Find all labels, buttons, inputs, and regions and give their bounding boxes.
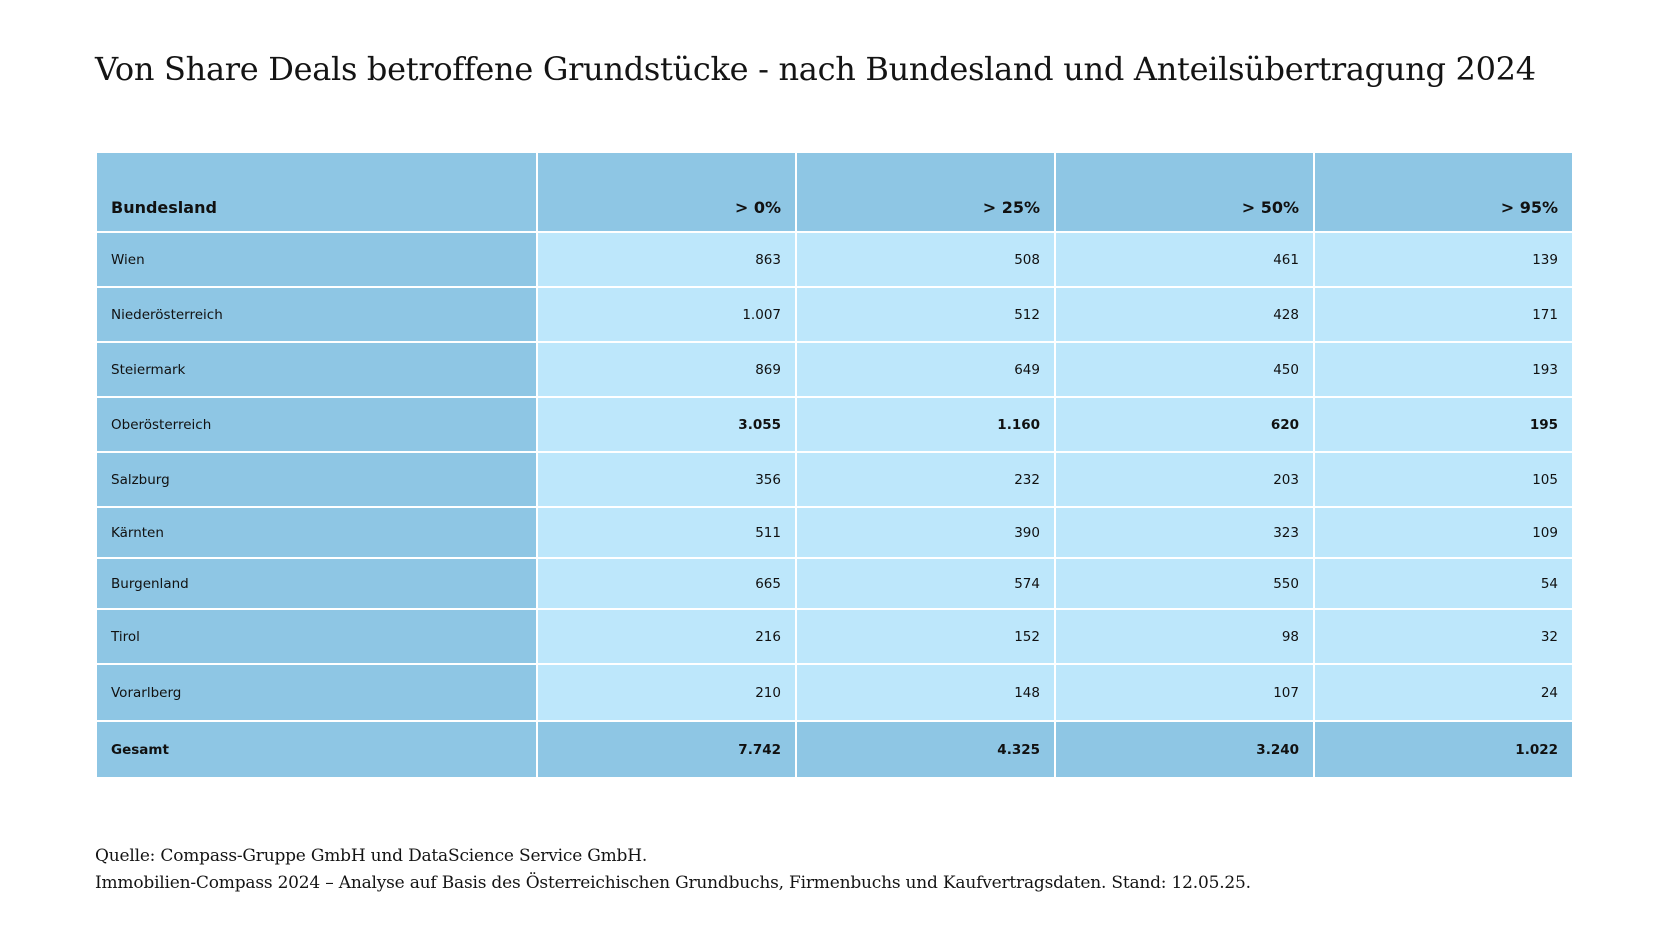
table-cell: 32 [1313, 608, 1574, 665]
table-cell: 24 [1313, 663, 1574, 722]
data-basis-note: Immobilien-Compass 2024 – Analyse auf Ba… [95, 873, 1251, 893]
table-cell: 171 [1313, 286, 1574, 343]
total-cell: 7.742 [536, 720, 797, 779]
table-cell: 1.160 [795, 396, 1056, 453]
row-label: Salzburg [95, 451, 538, 508]
row-label: Vorarlberg [95, 663, 538, 722]
table-row: Vorarlberg 210 148 107 24 [95, 663, 1574, 722]
row-label: Tirol [95, 608, 538, 665]
total-cell: 4.325 [795, 720, 1056, 779]
table-cell: 356 [536, 451, 797, 508]
table-row: Wien 863 508 461 139 [95, 231, 1574, 288]
column-header-gt-95: > 95% [1313, 151, 1574, 233]
row-label: Steiermark [95, 341, 538, 398]
total-label: Gesamt [95, 720, 538, 779]
column-header-bundesland: Bundesland [95, 151, 538, 233]
row-label: Niederösterreich [95, 286, 538, 343]
table-cell: 98 [1054, 608, 1315, 665]
table-cell: 148 [795, 663, 1056, 722]
table-cell: 574 [795, 557, 1056, 610]
table-cell: 512 [795, 286, 1056, 343]
table-cell: 195 [1313, 396, 1574, 453]
total-cell: 3.240 [1054, 720, 1315, 779]
table-cell: 869 [536, 341, 797, 398]
table-cell: 550 [1054, 557, 1315, 610]
footer: Quelle: Compass-Gruppe GmbH und DataScie… [95, 843, 1251, 897]
total-cell: 1.022 [1313, 720, 1574, 779]
row-label: Wien [95, 231, 538, 288]
share-deals-table: Bundesland > 0% > 25% > 50% > 95% Wien 8… [95, 151, 1574, 779]
table-cell: 216 [536, 608, 797, 665]
table-row: Tirol 216 152 98 32 [95, 608, 1574, 665]
table-row: Salzburg 356 232 203 105 [95, 451, 1574, 508]
table-cell: 323 [1054, 506, 1315, 559]
table-row: Steiermark 869 649 450 193 [95, 341, 1574, 398]
column-header-gt-0: > 0% [536, 151, 797, 233]
table-total-row: Gesamt 7.742 4.325 3.240 1.022 [95, 720, 1574, 779]
table-cell: 107 [1054, 663, 1315, 722]
table-cell: 152 [795, 608, 1056, 665]
table-cell: 863 [536, 231, 797, 288]
table-cell: 109 [1313, 506, 1574, 559]
table-header-row: Bundesland > 0% > 25% > 50% > 95% [95, 151, 1574, 233]
table-cell: 210 [536, 663, 797, 722]
table-cell: 511 [536, 506, 797, 559]
table-cell: 203 [1054, 451, 1315, 508]
table-cell: 139 [1313, 231, 1574, 288]
table-row: Oberösterreich 3.055 1.160 620 195 [95, 396, 1574, 453]
table-cell: 3.055 [536, 396, 797, 453]
column-header-gt-50: > 50% [1054, 151, 1315, 233]
table-cell: 665 [536, 557, 797, 610]
row-label: Kärnten [95, 506, 538, 559]
table-cell: 54 [1313, 557, 1574, 610]
table-cell: 461 [1054, 231, 1315, 288]
source-note: Quelle: Compass-Gruppe GmbH und DataScie… [95, 846, 648, 866]
table-cell: 1.007 [536, 286, 797, 343]
row-label: Burgenland [95, 557, 538, 610]
table-cell: 649 [795, 341, 1056, 398]
table-cell: 193 [1313, 341, 1574, 398]
column-header-gt-25: > 25% [795, 151, 1056, 233]
table-cell: 390 [795, 506, 1056, 559]
table-cell: 450 [1054, 341, 1315, 398]
row-label: Oberösterreich [95, 396, 538, 453]
table-cell: 232 [795, 451, 1056, 508]
table-row: Niederösterreich 1.007 512 428 171 [95, 286, 1574, 343]
table-cell: 105 [1313, 451, 1574, 508]
table-row: Burgenland 665 574 550 54 [95, 557, 1574, 610]
table-cell: 620 [1054, 396, 1315, 453]
table-cell: 428 [1054, 286, 1315, 343]
page-title: Von Share Deals betroffene Grundstücke -… [95, 50, 1536, 88]
table-cell: 508 [795, 231, 1056, 288]
table-row: Kärnten 511 390 323 109 [95, 506, 1574, 559]
